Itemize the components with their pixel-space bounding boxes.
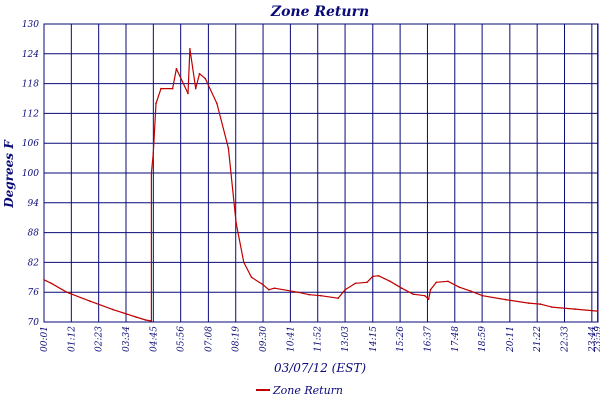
- x-tick-label: 22:33: [561, 326, 571, 353]
- x-tick-label: 05:56: [177, 326, 187, 352]
- data-point: [596, 310, 599, 312]
- y-tick-labels: 70 76 82 88 94 100 106 112 118 124 130: [22, 20, 39, 328]
- y-tick-label: 70: [28, 318, 40, 328]
- data-point: [268, 288, 270, 291]
- y-tick-label: 124: [22, 50, 39, 60]
- x-tick-label: 09:30: [259, 326, 269, 352]
- data-point: [65, 291, 68, 294]
- y-tick-label: 130: [22, 20, 39, 30]
- data-point: [447, 280, 449, 283]
- x-tick-label: 16:37: [423, 326, 433, 352]
- x-tick-label: 00:01: [40, 326, 50, 352]
- x-tick-label: 02:23: [95, 326, 105, 352]
- x-tick-label: 10:41: [286, 326, 296, 352]
- data-point: [337, 297, 339, 300]
- data-point: [194, 87, 197, 90]
- x-tick-labels: 00:01 01:12 02:23 03:34 04:45 05:56 07:08 08:19…: [40, 326, 600, 353]
- x-tick-label: 23:59: [594, 326, 600, 353]
- data-point: [412, 293, 415, 296]
- x-tick-label: 14:15: [369, 326, 379, 352]
- data-point: [144, 319, 147, 321]
- data-point: [504, 298, 507, 301]
- y-tick-label: 94: [28, 199, 40, 209]
- legend: Zone Return: [256, 384, 343, 397]
- data-point: [296, 291, 299, 294]
- x-tick-label: 01:12: [67, 326, 77, 352]
- x-tick-label: 15:26: [396, 326, 406, 352]
- x-tick-label: 04:45: [149, 326, 159, 352]
- data-point: [354, 282, 357, 285]
- series-line: [43, 48, 598, 322]
- data-point: [152, 152, 155, 154]
- data-point: [481, 294, 484, 297]
- data-point: [400, 287, 403, 290]
- data-point: [344, 288, 346, 291]
- data-point: [243, 261, 245, 264]
- data-point: [150, 172, 153, 174]
- x-tick-label: 07:08: [204, 326, 214, 352]
- y-tick-label: 100: [22, 169, 39, 179]
- data-point: [216, 102, 218, 105]
- data-point: [198, 72, 201, 75]
- y-tick-label: 76: [28, 288, 40, 298]
- x-tick-label: 03:34: [122, 326, 132, 352]
- data-point: [204, 77, 207, 80]
- data-point: [372, 275, 374, 278]
- legend-label: Zone Return: [272, 384, 343, 397]
- data-point: [458, 286, 461, 289]
- data-point: [235, 221, 237, 224]
- x-tick-label: 21:22: [533, 326, 543, 353]
- data-point: [424, 294, 426, 297]
- data-point: [227, 147, 230, 149]
- data-point: [112, 308, 114, 311]
- x-axis-title: 03/07/12 (EST): [274, 361, 366, 375]
- data-point: [155, 102, 157, 105]
- data-point: [470, 290, 472, 293]
- y-tick-label: 118: [22, 80, 39, 90]
- y-tick-label: 88: [28, 229, 40, 239]
- chart-title: Zone Return: [270, 4, 369, 20]
- data-point: [187, 92, 189, 95]
- y-tick-label: 112: [22, 109, 39, 119]
- data-point: [262, 284, 264, 286]
- data-point: [435, 281, 438, 284]
- y-tick-label: 82: [28, 258, 40, 268]
- data-point: [377, 275, 380, 277]
- data-point: [189, 48, 191, 50]
- data-point: [574, 308, 576, 310]
- x-tick-label: 11:52: [314, 326, 324, 352]
- data-point: [527, 302, 530, 304]
- x-tick-label: 08:19: [232, 326, 242, 352]
- data-point: [89, 300, 91, 302]
- data-point: [308, 293, 311, 296]
- grid-lines: [43, 23, 599, 323]
- data-point: [539, 303, 542, 305]
- data-point: [150, 320, 153, 322]
- y-axis-title: Degrees F: [2, 139, 16, 209]
- x-tick-label: 17:48: [451, 326, 461, 352]
- x-tick-label: 13:03: [341, 326, 351, 352]
- data-point: [43, 279, 45, 281]
- data-point: [135, 316, 137, 318]
- data-point: [171, 87, 174, 90]
- data-point: [175, 67, 178, 70]
- x-tick-label: 20:11: [506, 326, 516, 353]
- data-point: [273, 287, 276, 290]
- data-point: [250, 276, 253, 279]
- x-tick-label: 23:44: [588, 326, 598, 353]
- data-point: [551, 306, 553, 308]
- plot-area: [43, 48, 599, 322]
- data-point: [366, 281, 368, 284]
- data-point: [160, 87, 162, 90]
- data-point: [50, 282, 53, 285]
- data-point: [389, 280, 391, 283]
- data-point: [427, 298, 430, 301]
- y-tick-label: 106: [22, 139, 39, 149]
- data-point: [429, 288, 432, 291]
- x-tick-label: 18:59: [478, 326, 488, 352]
- data-point: [320, 294, 322, 297]
